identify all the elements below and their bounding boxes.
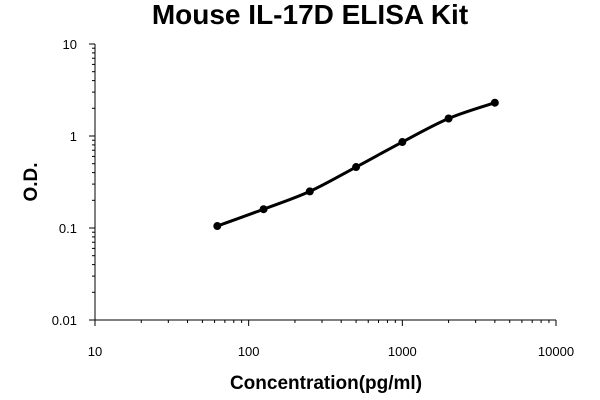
data-points [213,98,499,231]
data-point [305,187,314,196]
y-tick-labels: 0.01 0.1 1 10 [52,37,77,328]
y-tick-label: 10 [63,37,77,52]
x-tick-label: 100 [238,344,260,359]
data-point [398,138,407,147]
y-tick-label: 0.1 [59,221,77,236]
chart-title: Mouse IL-17D ELISA Kit [152,0,468,30]
x-axis-label: Concentration(pg/ml) [230,373,422,394]
data-point [352,163,361,172]
y-tick-label: 0.01 [52,313,77,328]
data-point [490,98,499,107]
y-axis-label: O.D. [21,162,42,201]
x-tick-labels: 10 100 1000 10000 [88,344,574,359]
x-tick-label: 10 [88,344,102,359]
data-point [213,222,222,231]
data-point [259,205,268,214]
x-tick-label: 1000 [388,344,417,359]
axes [89,43,557,326]
y-tick-label: 1 [70,129,77,144]
data-point [444,114,453,123]
x-tick-label: 10000 [538,344,574,359]
